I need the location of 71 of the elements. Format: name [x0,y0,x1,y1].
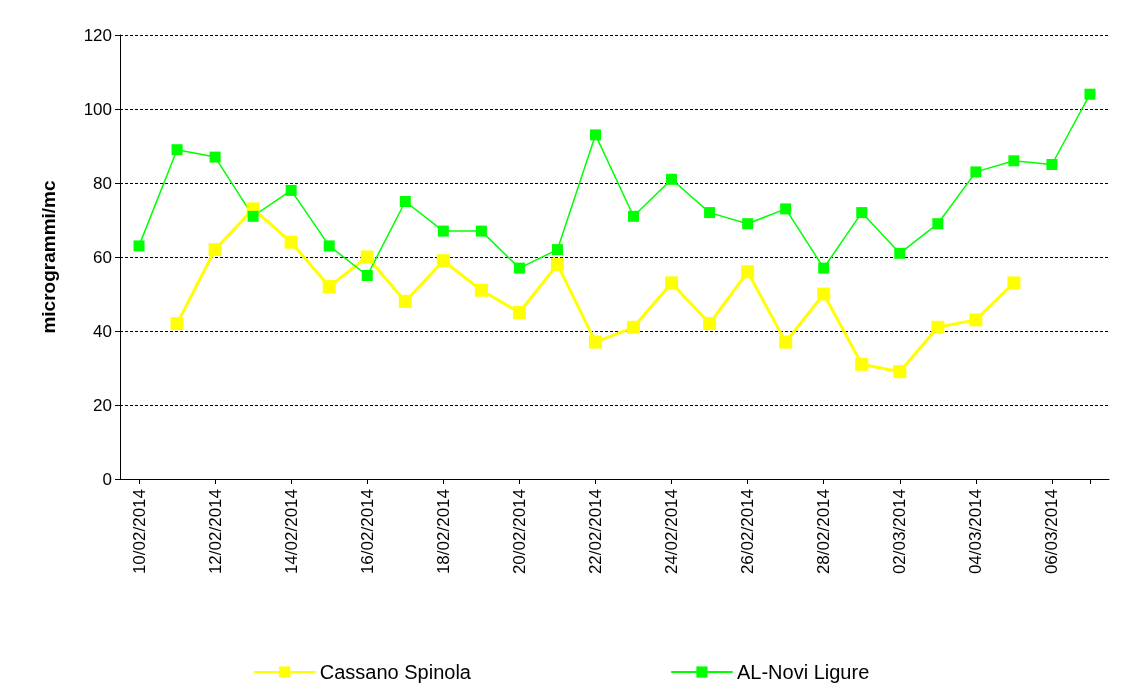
point [475,225,487,237]
point [589,129,601,141]
point [512,306,526,319]
point [436,254,450,268]
point [893,365,907,379]
point [322,280,336,294]
point [1046,159,1058,170]
y-tick-label: 20 [93,395,112,415]
point [742,218,754,230]
y-axis-title: microgrammi/mc [38,180,59,334]
x-tick-label: 10/02/2014 [129,489,149,575]
point [247,210,259,222]
point [1084,88,1096,100]
point [171,144,183,156]
point [1007,276,1021,290]
point [208,243,222,257]
legend-label: Cassano Spinola [319,661,472,683]
x-tick-label: 18/02/2014 [433,489,453,575]
y-tick-label: 40 [93,321,112,341]
point [361,270,373,281]
point [704,207,716,219]
point [931,320,945,334]
x-tick-label: 22/02/2014 [585,489,605,575]
point [1008,155,1020,167]
x-tick-label: 02/03/2014 [890,489,910,575]
point [285,184,297,196]
point [323,240,335,252]
point [932,218,944,230]
x-tick-label: 14/02/2014 [281,489,301,575]
point [551,244,563,256]
x-tick-label: 26/02/2014 [738,489,758,575]
x-tick-label: 28/02/2014 [814,489,834,575]
point [628,210,640,222]
y-tick-label: 100 [83,99,112,119]
point [780,203,792,215]
y-tick-label: 0 [102,469,112,489]
point [170,317,184,331]
point [133,240,145,252]
point [666,173,678,185]
point [513,262,525,274]
x-tick-label: 16/02/2014 [357,489,377,575]
point [894,247,906,259]
point [284,235,298,249]
point [779,335,793,349]
point [818,262,830,274]
point [741,265,755,279]
point [703,317,717,331]
point [398,294,412,308]
point [665,276,679,290]
legend-label: AL-Novi Ligure [736,661,870,683]
point [550,257,564,271]
x-tick-label: 20/02/2014 [509,489,529,575]
point [399,196,411,207]
y-tick-label: 80 [93,173,112,193]
point [970,166,982,178]
x-tick-label: 12/02/2014 [205,489,225,575]
point [627,320,641,334]
x-tick-label: 24/02/2014 [662,489,682,575]
point [969,313,983,327]
point [855,357,869,371]
x-tick-label: 06/03/2014 [1042,489,1062,575]
x-tick-label: 04/03/2014 [966,489,986,575]
point [437,225,449,237]
point [209,151,221,163]
y-tick-label: 120 [83,25,112,45]
point [856,207,868,219]
y-tick-label: 60 [93,247,112,267]
point [588,335,602,349]
point [474,283,488,297]
point [360,250,374,264]
point [817,287,831,301]
